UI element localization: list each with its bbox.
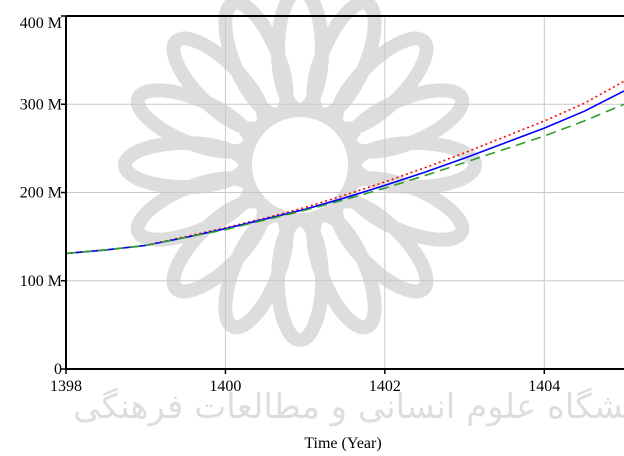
rosette-petal bbox=[348, 136, 482, 194]
rosette-core bbox=[238, 103, 362, 227]
x-tick-label: 1400 bbox=[209, 378, 241, 395]
rosette-petal bbox=[306, 208, 382, 335]
rosette-petal bbox=[271, 213, 329, 347]
x-tick-label: 1404 bbox=[528, 378, 560, 395]
x-tick-label: 1402 bbox=[369, 378, 401, 395]
rosette-petal bbox=[271, 0, 329, 117]
rosette-petal bbox=[329, 31, 434, 136]
rosette-petal bbox=[306, 0, 382, 122]
y-tick-label: 200 M bbox=[20, 185, 62, 202]
tick-labels: 0 100 M 200 M 300 M 400 M 1398 1400 1402 1404 bbox=[20, 15, 561, 395]
x-axis-title: Time (Year) bbox=[304, 435, 381, 452]
rosette-petal bbox=[329, 194, 434, 299]
y-tick-label: 100 M bbox=[20, 273, 62, 290]
rosette-petal bbox=[218, 0, 294, 122]
rosette-petal bbox=[130, 171, 257, 247]
rosette-petal bbox=[166, 31, 271, 136]
rosette-petal bbox=[118, 136, 252, 194]
y-tick-label: 400 M bbox=[20, 15, 62, 32]
series-line-2 bbox=[65, 90, 624, 255]
rosette-petal bbox=[343, 171, 470, 247]
watermark-logo: پژوهشگاه علوم انسانی و مطالعات فرهنگی bbox=[73, 0, 624, 427]
series-line-1 bbox=[65, 80, 624, 255]
rosette-petal bbox=[166, 194, 271, 299]
rosette-watermark-icon bbox=[118, 0, 482, 347]
x-tick-label: 1398 bbox=[50, 378, 82, 395]
y-tick-label: 300 M bbox=[20, 96, 62, 113]
grid-lines bbox=[66, 16, 624, 369]
series-layer bbox=[65, 80, 624, 255]
rosette-petal bbox=[343, 83, 470, 159]
watermark-text: پژوهشگاه علوم انسانی و مطالعات فرهنگی bbox=[73, 387, 624, 427]
y-tick-label: 0 bbox=[54, 361, 62, 378]
rosette-petal bbox=[130, 83, 257, 159]
